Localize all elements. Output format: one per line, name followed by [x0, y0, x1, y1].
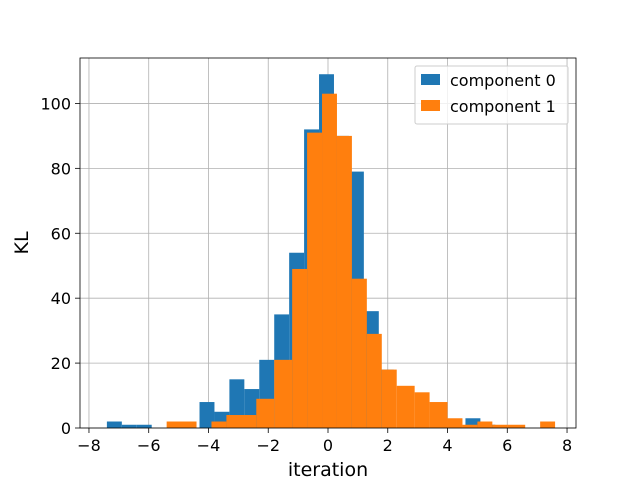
histogram-bar — [274, 359, 293, 428]
histogram-bar — [322, 93, 337, 428]
histogram-bar — [211, 421, 227, 428]
y-tick-label: 60 — [51, 224, 71, 243]
histogram-bar — [106, 421, 122, 428]
histogram-bar — [292, 268, 308, 428]
legend-swatch-component-1 — [421, 100, 440, 111]
legend-label-component-1: component 1 — [450, 97, 556, 116]
histogram-bar — [447, 418, 463, 428]
bars-layer — [106, 74, 556, 429]
x-tick-label: 4 — [442, 436, 452, 455]
histogram-bar — [477, 421, 493, 428]
histogram-bar — [336, 135, 352, 429]
histogram-bar — [226, 415, 257, 428]
histogram-bar — [462, 424, 478, 428]
histogram-bar — [540, 421, 556, 428]
series-component-1 — [166, 93, 556, 429]
histogram-bar — [256, 398, 275, 428]
histogram-bar — [121, 424, 137, 428]
histogram-bar — [507, 424, 526, 428]
x-tick-label: 6 — [502, 436, 512, 455]
histogram-bar — [396, 385, 415, 428]
histogram-bar — [136, 424, 152, 428]
histogram-bar — [381, 369, 397, 428]
histogram-bar — [414, 392, 430, 428]
histogram-bar — [465, 418, 481, 428]
histogram-bar — [166, 421, 197, 428]
histogram-bar — [492, 424, 508, 428]
y-tick-label: 40 — [51, 289, 71, 308]
x-tick-label: 0 — [323, 436, 333, 455]
x-tick-label: −8 — [77, 436, 101, 455]
x-axis-label: iteration — [288, 459, 368, 480]
x-tick-label: −4 — [197, 436, 221, 455]
y-tick-label: 100 — [40, 94, 71, 113]
histogram-bar — [199, 402, 215, 428]
histogram-bar — [366, 333, 382, 428]
x-tick-label: −6 — [137, 436, 161, 455]
histogram-bar — [307, 132, 323, 429]
x-tick-label: 8 — [562, 436, 572, 455]
legend: component 0 component 1 — [414, 65, 569, 125]
y-axis-label: KL — [11, 231, 33, 254]
legend-box — [414, 65, 569, 125]
x-tick-label: −2 — [256, 436, 280, 455]
y-tick-label: 0 — [61, 419, 71, 438]
y-tick-label: 20 — [51, 354, 71, 373]
legend-swatch-component-0 — [421, 74, 440, 85]
histogram-bar — [429, 402, 448, 428]
histogram-bar — [351, 278, 367, 428]
x-tick-label: 2 — [383, 436, 393, 455]
legend-label-component-0: component 0 — [450, 71, 556, 90]
y-tick-label: 80 — [51, 159, 71, 178]
